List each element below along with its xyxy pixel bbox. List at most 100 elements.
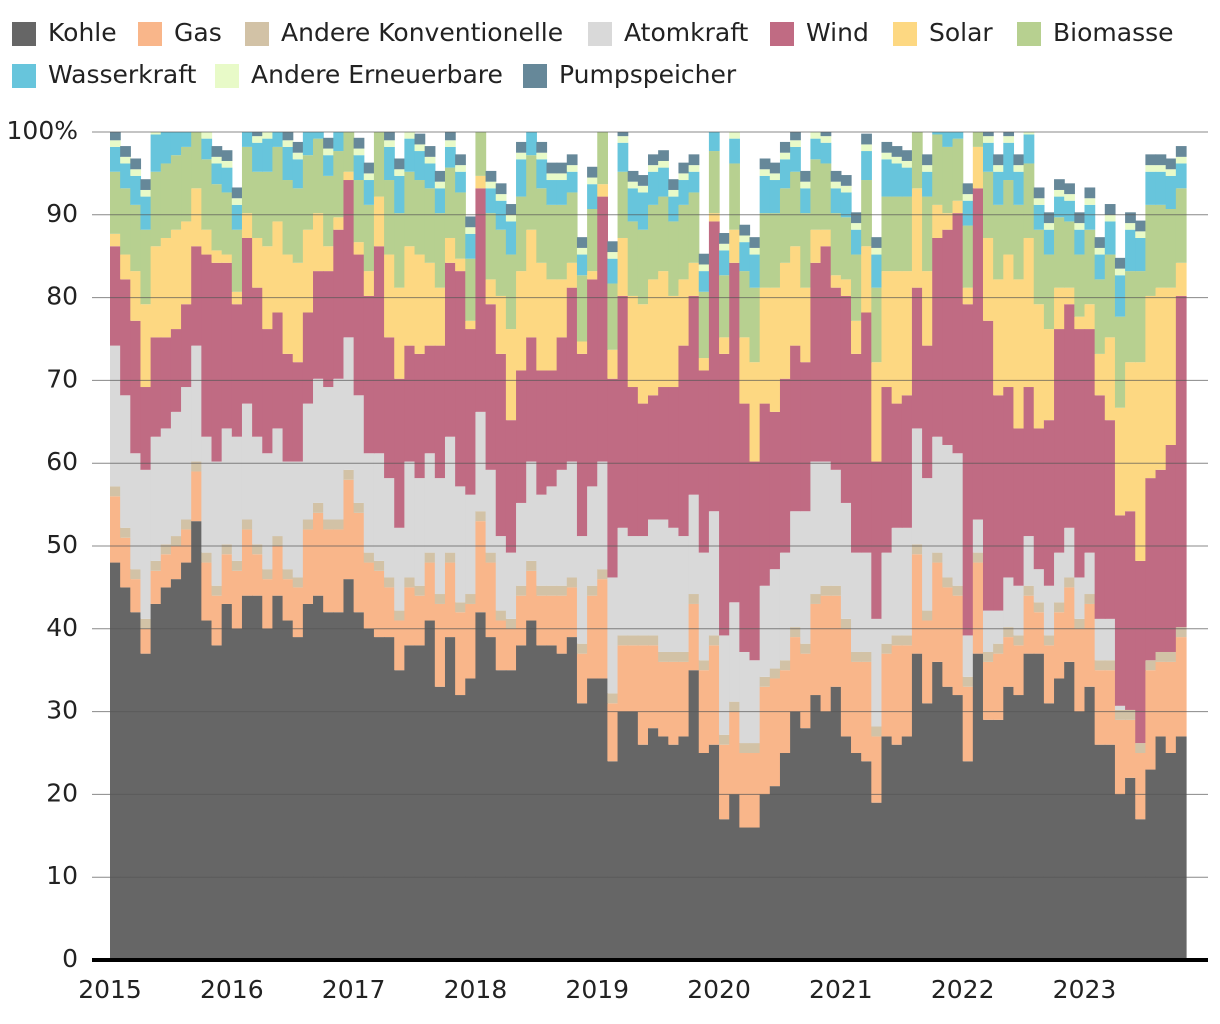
bar-segment — [526, 570, 537, 621]
bar-segment — [719, 250, 730, 276]
bar-segment — [201, 229, 213, 255]
bar-segment — [241, 132, 253, 147]
bar-segment — [942, 229, 954, 445]
bar-segment — [313, 512, 324, 596]
bar-segment — [962, 287, 974, 305]
bar-segment — [130, 169, 142, 176]
bar-segment — [668, 295, 680, 388]
bar-segment — [181, 221, 192, 305]
bar-segment — [952, 695, 964, 960]
bar-segment — [444, 146, 456, 168]
bar-segment — [434, 213, 446, 288]
bar-segment — [465, 320, 477, 330]
bar-segment — [282, 461, 294, 570]
bar-segment — [1064, 527, 1075, 578]
bar-segment — [1033, 187, 1045, 199]
bar-segment — [1013, 645, 1025, 696]
bar-segment — [881, 152, 893, 160]
bar-segment — [901, 645, 913, 737]
bar-segment — [820, 585, 832, 596]
bar-segment — [790, 171, 801, 247]
bar-segment — [211, 163, 223, 185]
bar-segment — [1125, 511, 1136, 710]
bar-segment — [323, 612, 334, 960]
bar-segment — [323, 529, 334, 613]
bar-segment — [505, 618, 517, 629]
bar-segment — [871, 287, 883, 363]
bar-segment — [343, 469, 355, 480]
bar-segment — [993, 171, 1004, 205]
bar-segment — [1165, 753, 1177, 960]
bar-segment — [414, 353, 426, 479]
bar-segment — [191, 246, 202, 346]
bar-segment — [881, 196, 893, 272]
bar-segment — [495, 353, 507, 537]
bar-segment — [1135, 220, 1146, 232]
bar-segment — [993, 154, 1004, 166]
bar-segment — [800, 728, 812, 960]
bar-segment — [1175, 262, 1187, 296]
bar-segment — [201, 620, 213, 960]
bar-segment — [566, 262, 578, 288]
bar-segment — [658, 736, 669, 960]
bar-segment — [495, 183, 507, 195]
bar-segment — [1125, 223, 1136, 230]
bar-segment — [688, 165, 700, 172]
bar-segment — [475, 175, 487, 189]
bar-segment — [465, 227, 477, 234]
bar-segment — [739, 743, 751, 753]
bar-segment — [658, 196, 669, 272]
bar-segment — [678, 180, 690, 205]
bar-segment — [708, 221, 720, 512]
legend-swatch — [770, 22, 794, 46]
bar-segment — [576, 275, 588, 342]
bar-segment — [546, 162, 558, 174]
bar-segment — [1125, 271, 1136, 363]
bar-segment — [526, 115, 537, 122]
bar-segment — [495, 194, 507, 201]
y-tick-label: 20 — [46, 778, 78, 807]
bar-segment — [759, 403, 771, 586]
bar-segment — [688, 603, 700, 671]
bar-segment — [262, 569, 274, 580]
bar-segment — [810, 594, 822, 604]
bar-segment — [810, 603, 822, 696]
bar-segment — [516, 595, 527, 646]
bar-segment — [627, 181, 639, 189]
bar-segment — [516, 196, 527, 272]
bar-segment — [962, 304, 974, 636]
bar-segment — [394, 287, 405, 379]
bar-segment — [140, 618, 152, 629]
bar-segment — [343, 579, 355, 960]
bar-segment — [911, 287, 923, 429]
bar-segment — [861, 552, 872, 652]
bar-segment — [1084, 594, 1096, 604]
bar-segment — [353, 137, 365, 149]
bar-segment — [922, 345, 933, 479]
legend-swatch — [523, 64, 547, 88]
bar-segment — [170, 329, 182, 412]
bar-segment — [830, 287, 842, 470]
bar-segment — [719, 275, 730, 338]
bar-segment — [840, 192, 852, 218]
bar-segment — [1054, 287, 1065, 330]
bar-segment — [363, 180, 375, 205]
bar-segment — [272, 221, 284, 313]
bar-segment — [648, 519, 659, 636]
bar-segment — [303, 124, 314, 131]
bar-segment — [1054, 678, 1065, 960]
bar-segment — [201, 436, 213, 553]
bar-segment — [536, 494, 548, 586]
bar-segment — [384, 577, 395, 588]
bar-segment — [952, 138, 964, 201]
bar-segment — [181, 562, 192, 960]
bar-segment — [201, 254, 213, 437]
bar-segment — [151, 117, 162, 128]
bar-segment — [911, 544, 923, 555]
bar-segment — [962, 686, 974, 762]
bar-segment — [658, 167, 669, 197]
bar-segment — [688, 670, 700, 960]
bar-segment — [516, 502, 527, 586]
bar-segment — [556, 653, 568, 960]
bar-segment — [1043, 223, 1055, 230]
